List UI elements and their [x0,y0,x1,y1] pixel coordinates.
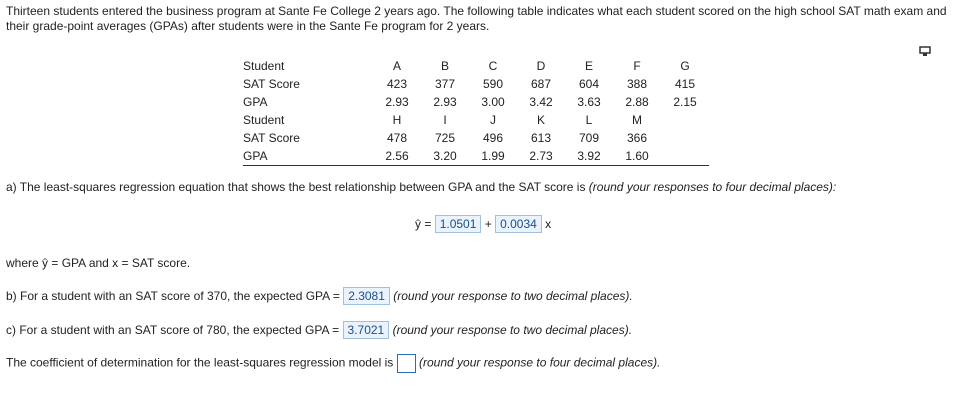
table-cell: 1.60 [625,149,649,163]
table-cell: F [633,59,641,73]
table-cell: A [392,59,401,73]
row-label: GPA [243,95,268,109]
table-cell: B [440,59,449,73]
part-a: a) The least-squares regression equation… [6,180,836,194]
part-c-text: c) For a student with an SAT score of 78… [6,323,340,337]
row-label: Student [243,59,285,73]
table-row: Student A B C D E F G [243,57,709,75]
table-cell: 2.88 [625,95,649,109]
answer-input[interactable] [396,354,416,373]
row-label: SAT Score [243,77,300,91]
table-cell: 687 [530,77,552,91]
answer-box: 2.3081 [343,287,390,305]
table-cell: C [488,59,498,73]
table-cell: 725 [434,131,456,145]
table-cell: 415 [674,77,696,91]
slope-box: 0.0034 [495,215,542,233]
data-table: Student A B C D E F G SAT Score 423 377 590 687 604 38… [243,57,709,166]
table-cell: 3.20 [433,149,457,163]
table-cell: 2.15 [673,95,697,109]
table-cell: G [680,59,690,73]
table-cell: 2.93 [433,95,457,109]
table-cell: H [392,113,402,127]
table-cell: I [443,113,447,127]
table-cell: 613 [530,131,552,145]
table-cell: 2.73 [529,149,553,163]
table-cell: 423 [386,77,408,91]
row-label: SAT Score [243,131,300,145]
table-cell: 478 [386,131,408,145]
equation: ŷ = 1.0501 + 0.0034 x [415,215,551,233]
part-a-note: (round your responses to four decimal pl… [588,180,837,194]
table-cell: 377 [434,77,456,91]
table-row: Student H I J K L M [243,111,709,129]
part-c: c) For a student with an SAT score of 78… [6,321,632,339]
part-c-note: (round your response to two decimal plac… [392,323,633,337]
equation-lhs: ŷ = [415,217,432,231]
table-cell: 2.93 [385,95,409,109]
table-cell: 709 [578,131,600,145]
equation-plus: + [484,217,492,231]
table-cell: 604 [578,77,600,91]
part-a-text: a) The least-squares regression equation… [6,180,586,194]
table-row: SAT Score 423 377 590 687 604 388 415 [243,75,709,93]
table-cell: 388 [626,77,648,91]
table-row: GPA 2.93 2.93 3.00 3.42 3.63 2.88 2.15 [243,93,709,111]
table-cell: 590 [482,77,504,91]
row-label: Student [243,113,285,127]
table-cell: E [584,59,593,73]
row-label: GPA [243,149,268,163]
table-cell: K [536,113,545,127]
intro-text: Thirteen students entered the business p… [6,4,947,33]
intercept-box: 1.0501 [434,215,482,233]
answer-box: 3.7021 [342,321,390,339]
table-cell: 3.92 [577,149,601,163]
part-d-text: The coefficient of determination for the… [6,355,394,370]
equation-variable: x [545,217,552,231]
table-cell: 1.99 [481,149,505,163]
table-cell: 3.63 [577,95,601,109]
table-cell: D [536,59,546,73]
part-d-note: (round your response to four decimal pla… [419,355,661,370]
table-row: GPA 2.56 3.20 1.99 2.73 3.92 1.60 [243,147,709,166]
table-cell: 3.42 [529,95,553,109]
table-cell: 2.56 [385,149,409,163]
table-cell: M [632,113,642,127]
part-b-text: b) For a student with an SAT score of 37… [6,289,340,303]
part-b-note: (round your response to two decimal plac… [393,289,633,303]
part-b: b) For a student with an SAT score of 37… [6,287,633,305]
table-cell: J [490,113,496,127]
part-d: The coefficient of determination for the… [6,354,660,373]
table-cell: 366 [626,131,648,145]
table-row: SAT Score 478 725 496 613 709 366 [243,129,709,147]
table-cell: L [585,113,593,127]
table-cell: 3.00 [481,95,505,109]
copy-icon[interactable] [918,44,932,58]
where-text: where ŷ = GPA and x = SAT score. [6,256,191,270]
table-cell: 496 [482,131,504,145]
